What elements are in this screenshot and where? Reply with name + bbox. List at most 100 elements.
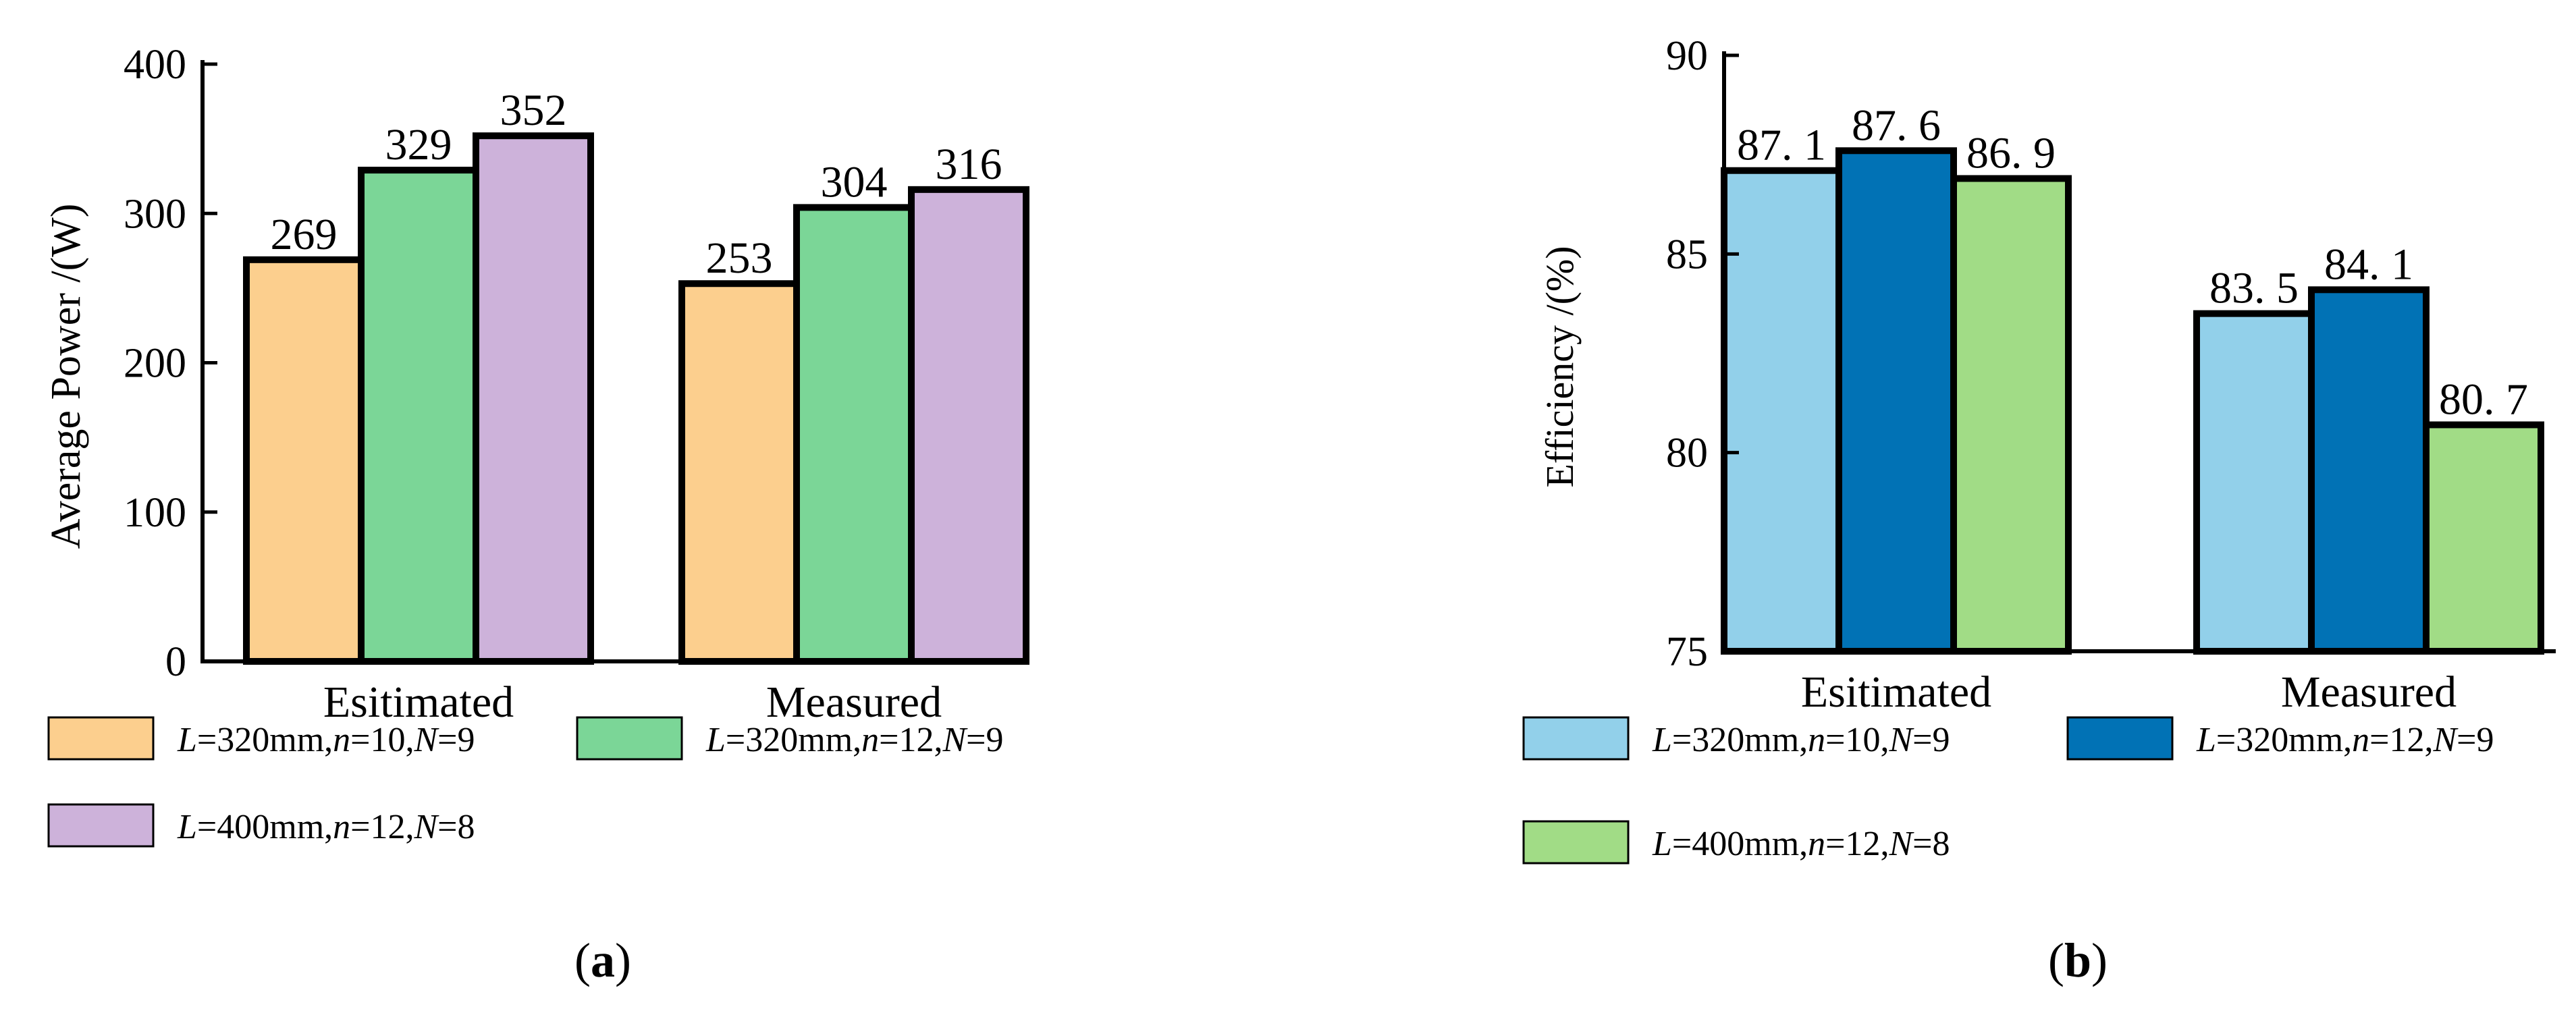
data-label: 352 <box>500 86 567 135</box>
legend-label: L=400mm,n=12,N=8 <box>1652 825 1950 863</box>
legend-label-part: L <box>705 721 726 759</box>
data-label: 84. 1 <box>2324 240 2413 289</box>
x-tick-label: Esitimated <box>323 678 514 727</box>
legend-item: L=320mm,n=12,N=9 <box>2066 716 2494 761</box>
data-label: 304 <box>821 157 888 207</box>
y-axis-title: Efficiency /(%) <box>1538 246 1582 487</box>
legend-label-part: N <box>1888 721 1914 759</box>
legend-label-part: =8 <box>1912 825 1950 863</box>
legend-label-part: =320mm, <box>2216 721 2352 759</box>
legend-label: L=400mm,n=12,N=8 <box>177 808 475 846</box>
y-tick-label: 80 <box>1666 431 1708 476</box>
legend-label-part: =8 <box>437 808 475 846</box>
legend-item: L=400mm,n=12,N=8 <box>47 803 475 848</box>
legend-label-part: n <box>333 721 350 759</box>
x-tick-label: Esitimated <box>1801 667 1991 717</box>
panel-label-part: a <box>591 933 615 987</box>
legend-label: L=320mm,n=10,N=9 <box>1652 721 1950 759</box>
bar-a-0-0 <box>243 256 365 665</box>
y-tick-label: 0 <box>165 639 186 685</box>
y-tick-label: 300 <box>124 191 186 237</box>
data-label: 269 <box>271 210 338 259</box>
data-label: 80. 7 <box>2439 375 2528 424</box>
bar-a-0-2 <box>473 132 594 665</box>
y-tick-label: 200 <box>124 341 186 387</box>
y-tick-label: 75 <box>1666 629 1708 675</box>
legend-label-part: =320mm, <box>1672 721 1808 759</box>
panel-label-part: ) <box>2091 933 2108 987</box>
data-label: 83. 5 <box>2209 264 2299 313</box>
legend-label-part: L <box>177 721 197 759</box>
legend-label: L=320mm,n=12,N=9 <box>705 721 1004 759</box>
legend-label-part: L <box>1652 721 1672 759</box>
x-tick-label: Measured <box>2281 667 2457 717</box>
data-label: 253 <box>706 234 773 283</box>
legend-label-part: n <box>1808 825 1825 863</box>
legend-label-part: =10, <box>350 721 414 759</box>
legend-label-part: =12, <box>879 721 942 759</box>
panel-label-part: ( <box>574 933 591 987</box>
legend-label-part: n <box>2352 721 2369 759</box>
legend-label-part: =320mm, <box>726 721 861 759</box>
legend-swatch <box>2066 716 2174 761</box>
legend-label-part: =9 <box>2457 721 2494 759</box>
bar-a-1-0 <box>678 280 800 665</box>
legend-label-part: =12, <box>2369 721 2433 759</box>
legend-label-part: N <box>413 808 439 846</box>
panel-label: (b) <box>2048 933 2108 987</box>
legend-item: L=320mm,n=10,N=9 <box>47 716 475 761</box>
legend-label-part: =320mm, <box>197 721 333 759</box>
y-tick-label: 85 <box>1666 231 1708 277</box>
legend-label-part: =12, <box>350 808 414 846</box>
legend-label-part: =9 <box>1912 721 1950 759</box>
legend-label-part: n <box>1808 721 1825 759</box>
bar-a-0-1 <box>358 167 479 665</box>
y-axis-title: Average Power /(W) <box>43 204 89 549</box>
bar-b-1-1 <box>2308 286 2430 655</box>
legend-label-part: =400mm, <box>1672 825 1808 863</box>
y-tick-label: 100 <box>124 490 186 536</box>
legend-label: L=320mm,n=12,N=9 <box>2196 721 2494 759</box>
panel-b-chart: 87. 1 87. 6 86. 9 Esitimated 83. 5 84. 1 80. 7… <box>1522 33 2556 987</box>
data-label: 329 <box>385 120 452 169</box>
bar-b-0-1 <box>1835 147 1957 655</box>
legend-label-part: n <box>333 808 350 846</box>
bar-b-1-2 <box>2423 421 2544 655</box>
legend-swatch <box>47 716 155 761</box>
legend-item: L=400mm,n=12,N=8 <box>1522 820 1950 865</box>
y-tick-label: 400 <box>124 42 186 88</box>
legend-swatch <box>47 803 155 848</box>
legend-swatch <box>1522 820 1630 865</box>
data-label: 87. 1 <box>1737 121 1826 170</box>
bar-b-1-0 <box>2193 310 2315 655</box>
x-tick-label: Measured <box>766 678 942 727</box>
legend-item: L=320mm,n=10,N=9 <box>1522 716 1950 761</box>
legend-label-part: N <box>413 721 439 759</box>
data-label: 316 <box>936 140 1002 189</box>
legend-label-part: =9 <box>437 721 475 759</box>
legend-label-part: N <box>1888 825 1914 863</box>
legend-label-part: =12, <box>1825 825 1889 863</box>
bar-a-1-2 <box>908 186 1029 665</box>
bar-b-0-0 <box>1721 167 1842 655</box>
y-tick-label: 90 <box>1666 33 1708 79</box>
panel-label: (a) <box>574 933 631 987</box>
legend-swatch <box>1522 716 1630 761</box>
bar-a-1-1 <box>793 204 915 665</box>
legend-label: L=320mm,n=10,N=9 <box>177 721 475 759</box>
legend-label-part: =9 <box>966 721 1003 759</box>
legend-label-part: N <box>2432 721 2459 759</box>
legend-label-part: L <box>177 808 197 846</box>
legend-swatch <box>576 716 683 761</box>
legend-label-part: =10, <box>1825 721 1889 759</box>
legend-label-part: =400mm, <box>197 808 333 846</box>
legend-label-part: N <box>942 721 968 759</box>
legend-label-part: n <box>861 721 879 759</box>
bar-b-0-2 <box>1950 175 2072 655</box>
panel-label-part: b <box>2064 933 2091 987</box>
legend-item: L=320mm,n=12,N=9 <box>576 716 1004 761</box>
data-label: 87. 6 <box>1852 101 1941 150</box>
legend-label-part: L <box>1652 825 1672 863</box>
panel-label-part: ( <box>2048 933 2064 987</box>
